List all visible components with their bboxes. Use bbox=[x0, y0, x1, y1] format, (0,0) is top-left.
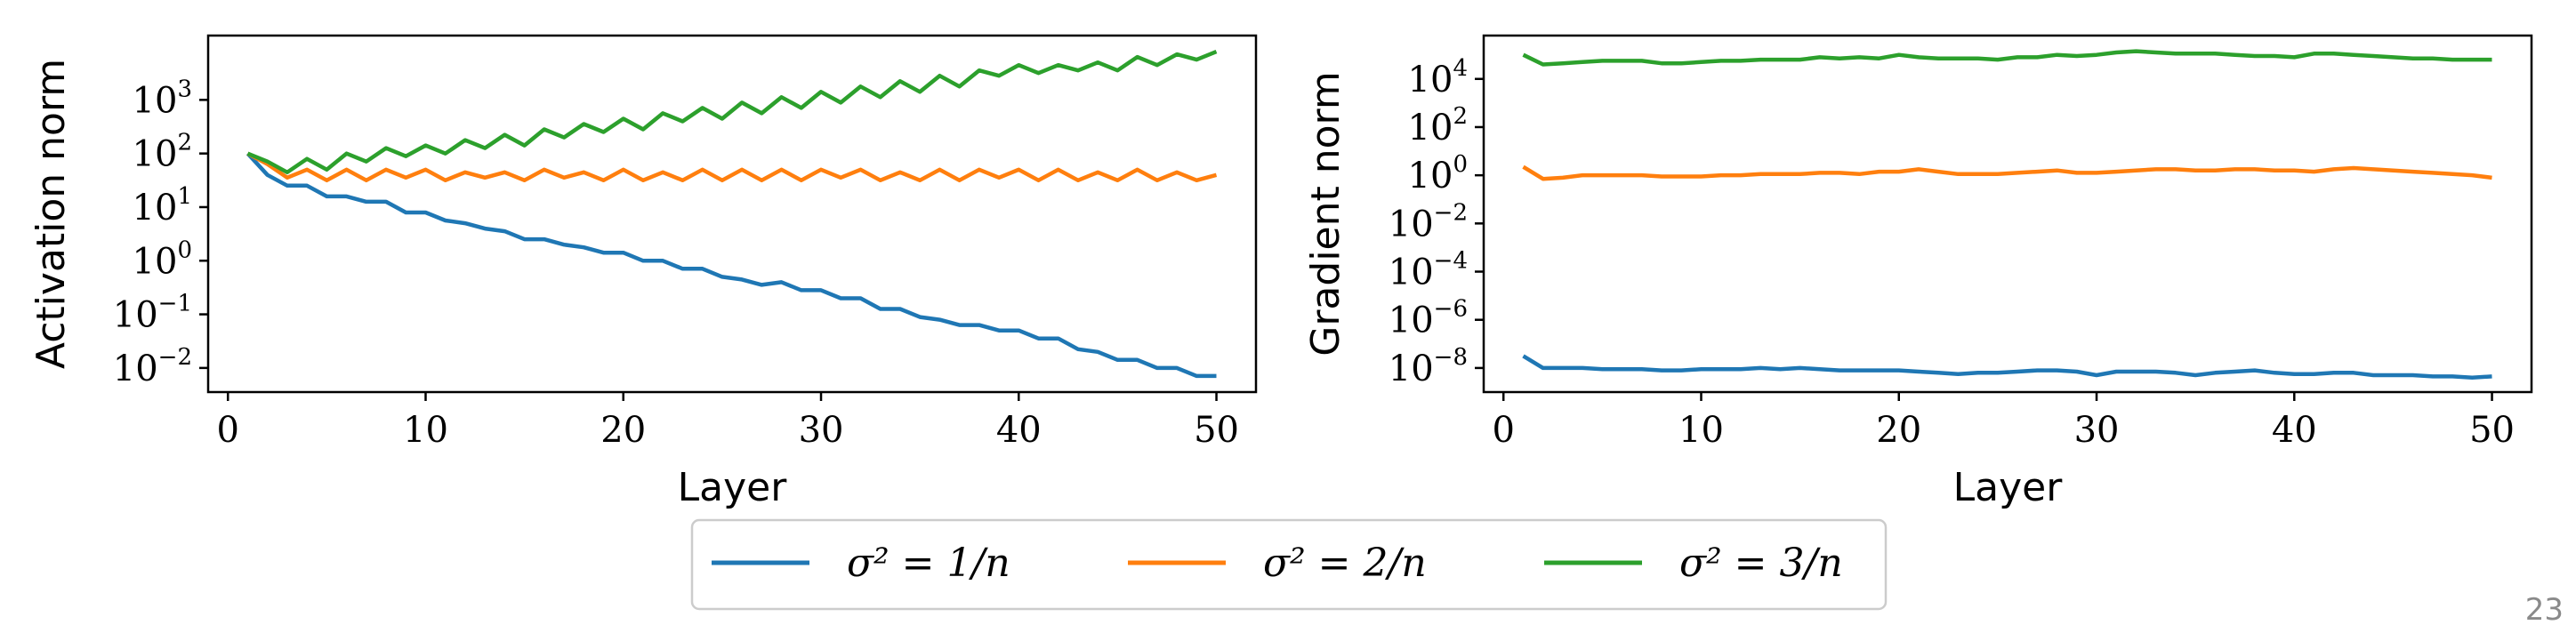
x-tick-label: 50 bbox=[2469, 410, 2515, 451]
y-tick-label: 10−4 bbox=[1389, 248, 1468, 293]
y-tick-base: 10 bbox=[1389, 252, 1434, 293]
y-tick-label: 102 bbox=[133, 130, 192, 175]
y-tick-base: 10 bbox=[133, 188, 178, 228]
series-line-3 bbox=[1522, 49, 2492, 67]
y-tick-label: 100 bbox=[1408, 151, 1468, 196]
y-tick-exponent: 0 bbox=[177, 236, 192, 263]
y-tick-exponent: −4 bbox=[1434, 248, 1468, 275]
y-tick-label: 102 bbox=[1408, 103, 1468, 148]
series-line-2 bbox=[1522, 164, 2492, 181]
x-tick-label: 20 bbox=[600, 410, 646, 451]
y-axis-label: Activation norm bbox=[28, 59, 74, 369]
x-tick-label: 0 bbox=[1492, 410, 1514, 451]
page-number: 23 bbox=[2524, 592, 2564, 628]
y-tick-label: 104 bbox=[1408, 55, 1468, 100]
x-tick-label: 30 bbox=[799, 410, 844, 451]
y-tick-label: 103 bbox=[133, 76, 192, 121]
y-tick-base: 10 bbox=[1408, 60, 1453, 100]
y-tick-exponent: −8 bbox=[1434, 344, 1468, 371]
legend-label-1: σ² = 1/n bbox=[847, 541, 1010, 586]
y-tick-exponent: 2 bbox=[1453, 103, 1468, 130]
x-tick-label: 0 bbox=[216, 410, 238, 451]
y-tick-label: 10−1 bbox=[113, 291, 192, 336]
legend-label-3: σ² = 3/n bbox=[1679, 541, 1843, 586]
y-tick-base: 10 bbox=[1389, 204, 1434, 244]
activation-norm-chart: 0 10 20 30 40 5010−210−1100101102103LayerActi… bbox=[28, 34, 1258, 510]
y-tick-label: 10−2 bbox=[1389, 199, 1468, 244]
y-tick-exponent: 3 bbox=[177, 76, 192, 102]
legend: σ² = 1/n σ² = 2/n σ² = 3/n bbox=[690, 518, 1888, 611]
y-tick-exponent: −6 bbox=[1434, 296, 1468, 323]
x-axis-label: Layer bbox=[1953, 465, 2064, 510]
y-tick-label: 10−2 bbox=[113, 344, 192, 389]
y-tick-label: 101 bbox=[133, 183, 192, 228]
series-line-3 bbox=[246, 50, 1218, 175]
legend-label-2: σ² = 2/n bbox=[1263, 541, 1427, 586]
y-tick-label: 100 bbox=[133, 236, 192, 282]
y-axis-label: Gradient norm bbox=[1303, 71, 1348, 356]
x-tick-label: 50 bbox=[1194, 410, 1239, 451]
series-line-2 bbox=[246, 151, 1218, 183]
y-tick-base: 10 bbox=[1408, 156, 1453, 196]
y-tick-exponent: −2 bbox=[158, 344, 192, 371]
y-tick-exponent: 1 bbox=[177, 183, 192, 210]
y-tick-base: 10 bbox=[133, 241, 178, 282]
y-tick-base: 10 bbox=[113, 349, 158, 389]
x-tick-label: 10 bbox=[403, 410, 448, 451]
y-tick-base: 10 bbox=[1389, 349, 1434, 389]
y-tick-label: 10−8 bbox=[1389, 344, 1468, 389]
gradient-norm-chart: 0 10 20 30 40 5010−810−610−410−2100102104Laye… bbox=[1303, 34, 2533, 510]
series-line-1 bbox=[246, 152, 1217, 379]
y-tick-exponent: −2 bbox=[1434, 199, 1468, 226]
x-tick-label: 10 bbox=[1678, 410, 1724, 451]
y-tick-exponent: 4 bbox=[1453, 55, 1468, 82]
y-tick-exponent: −1 bbox=[158, 291, 192, 317]
y-tick-base: 10 bbox=[1408, 108, 1453, 148]
y-tick-base: 10 bbox=[133, 134, 178, 175]
plot-frame bbox=[206, 34, 1258, 394]
series-line-1 bbox=[1522, 354, 2492, 380]
y-tick-base: 10 bbox=[113, 295, 158, 336]
y-tick-exponent: 0 bbox=[1453, 151, 1468, 178]
x-tick-label: 20 bbox=[1876, 410, 1921, 451]
x-tick-label: 30 bbox=[2074, 410, 2120, 451]
legend-box bbox=[690, 518, 1888, 611]
y-tick-base: 10 bbox=[133, 80, 178, 121]
y-tick-base: 10 bbox=[1389, 300, 1434, 341]
x-tick-label: 40 bbox=[996, 410, 1042, 451]
plot-frame bbox=[1482, 34, 2533, 394]
x-tick-label: 40 bbox=[2272, 410, 2317, 451]
x-axis-label: Layer bbox=[678, 465, 788, 510]
y-tick-label: 10−6 bbox=[1389, 296, 1468, 341]
y-tick-exponent: 2 bbox=[177, 130, 192, 156]
